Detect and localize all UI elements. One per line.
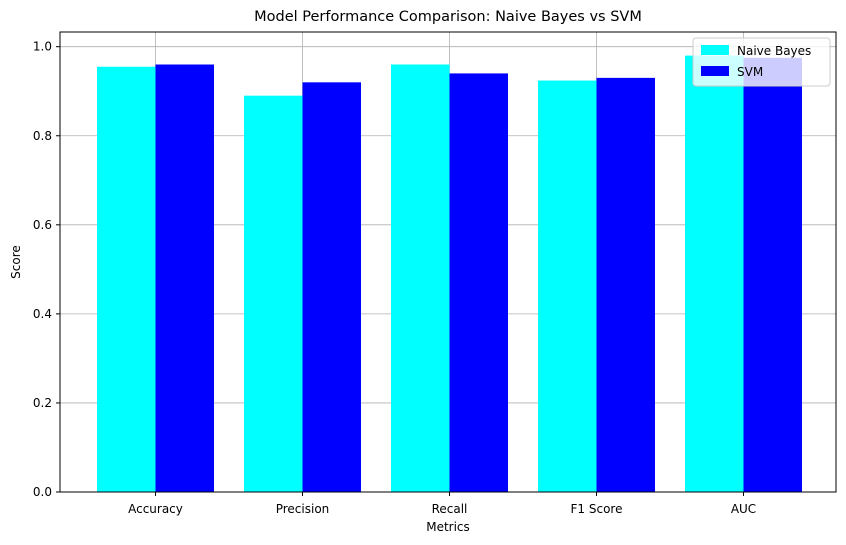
y-tick-label: 0.8	[33, 129, 52, 143]
bar-naive-bayes-f1-score	[538, 80, 597, 492]
bar-svm-recall	[449, 73, 508, 492]
legend: Naive Bayes SVM	[692, 37, 831, 87]
legend-swatch	[701, 45, 729, 55]
x-tick-label: Recall	[432, 502, 468, 516]
x-tick-label: Accuracy	[128, 502, 183, 516]
y-tick-label: 0.6	[33, 218, 52, 232]
bar-naive-bayes-auc	[685, 55, 744, 492]
bar-naive-bayes-precision	[244, 95, 303, 493]
x-axis-label: Metrics	[426, 520, 470, 534]
x-tick-label: AUC	[731, 502, 756, 516]
chart-title: Model Performance Comparison: Naive Baye…	[254, 9, 642, 25]
legend-label: Naive Bayes	[737, 44, 811, 58]
y-tick-label: 1.0	[33, 40, 52, 54]
legend-swatch	[701, 66, 729, 76]
bars	[97, 55, 802, 493]
y-tick-label: 0.4	[33, 307, 52, 321]
y-axis-label: Score	[9, 245, 23, 279]
bar-svm-precision	[302, 82, 361, 492]
x-tick-label: Precision	[276, 502, 330, 516]
plot-frame	[59, 31, 837, 493]
x-tick-label: F1 Score	[571, 502, 623, 516]
bar-svm-f1-score	[596, 77, 655, 493]
bar-naive-bayes-recall	[391, 64, 450, 492]
axis-ticks: Accuracy Precision Recall F1 Score AUC 0.0 0.2…	[33, 40, 756, 516]
y-tick-label: 0.0	[33, 485, 52, 499]
legend-label: SVM	[737, 65, 763, 79]
bar-svm-accuracy	[155, 64, 214, 492]
bar-svm-auc	[743, 57, 802, 492]
y-tick-label: 0.2	[33, 396, 52, 410]
bar-naive-bayes-accuracy	[97, 66, 156, 492]
